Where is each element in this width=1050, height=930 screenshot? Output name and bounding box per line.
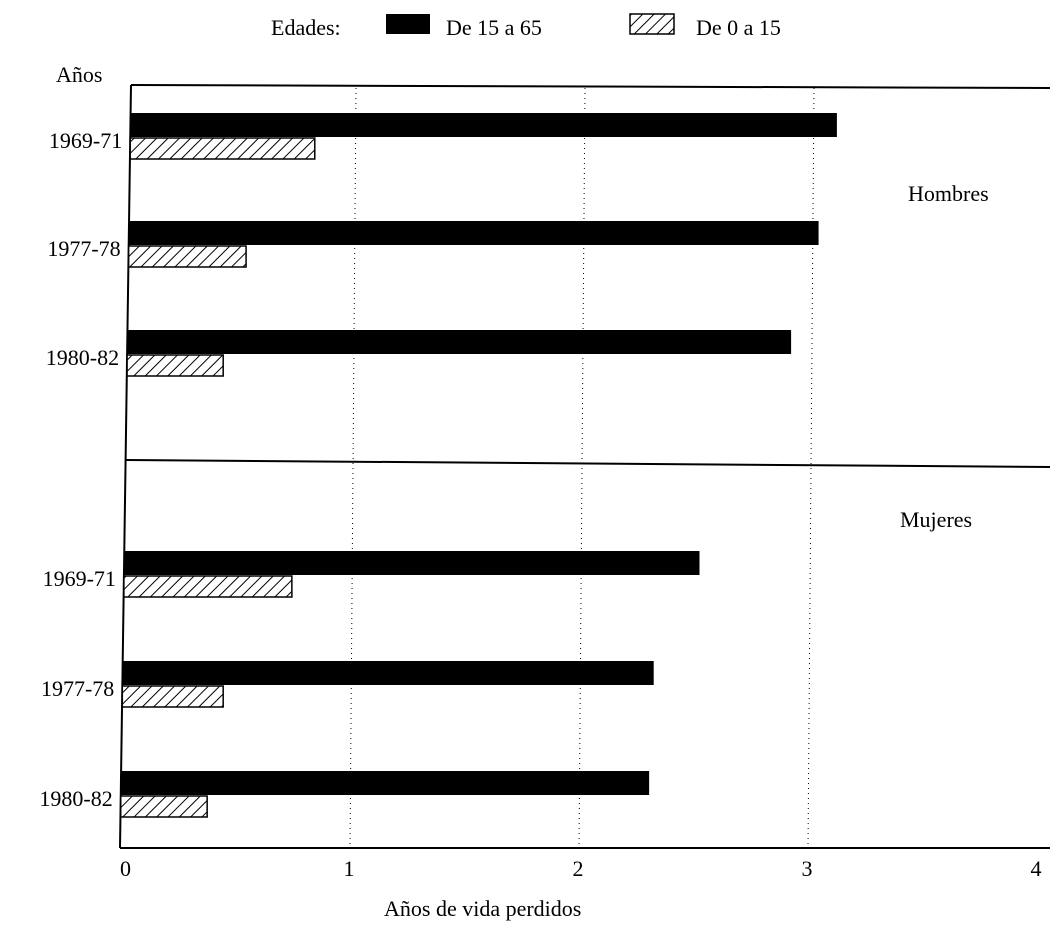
legend-title: Edades: bbox=[271, 15, 341, 40]
bar-hatched-mujeres-1980-82 bbox=[119, 795, 208, 818]
category-label-hombres-1980-82: 1980-82 bbox=[46, 345, 119, 370]
bar-hatched-hombres-1980-82 bbox=[126, 354, 224, 377]
x-axis-title: Años de vida perdidos bbox=[384, 896, 581, 921]
bar-solid-mujeres-1969-71 bbox=[123, 551, 700, 575]
gridlines bbox=[349, 87, 815, 849]
gridline-x-3 bbox=[807, 87, 815, 849]
category-label-mujeres-1977-78: 1977-78 bbox=[41, 676, 114, 701]
x-tick-label-2: 2 bbox=[573, 856, 584, 881]
bar-solid-hombres-1977-78 bbox=[128, 221, 819, 245]
panel-label-mujeres: Mujeres bbox=[900, 507, 972, 532]
category-labels: 1969-71 1977-78 1980-82 1969-71 1977-78 1980-… bbox=[39, 128, 122, 811]
x-tick-label-3: 3 bbox=[802, 856, 813, 881]
bar-hatched-mujeres-1977-78 bbox=[121, 685, 224, 708]
bar-solid-hombres-1969-71 bbox=[130, 113, 837, 137]
bar-hatched-mujeres-1969-71 bbox=[123, 575, 293, 598]
x-tick-label-1: 1 bbox=[344, 856, 355, 881]
bar-solid-hombres-1980-82 bbox=[127, 330, 792, 354]
y-axis-title: Años bbox=[56, 62, 102, 87]
x-tick-labels: 0 1 2 3 4 bbox=[120, 856, 1042, 881]
legend: Edades: De 15 a 65 De 0 a 15 bbox=[271, 13, 781, 40]
panel-divider bbox=[125, 459, 1050, 468]
top-border bbox=[130, 84, 1050, 89]
bar-solid-mujeres-1977-78 bbox=[122, 661, 654, 685]
bar-hatched-hombres-1969-71 bbox=[129, 137, 316, 160]
gridline-x-1 bbox=[349, 87, 357, 849]
panel-label-hombres: Hombres bbox=[908, 181, 989, 206]
bar-hatched-hombres-1977-78 bbox=[127, 245, 247, 268]
plot-frame bbox=[119, 84, 1050, 849]
category-label-hombres-1977-78: 1977-78 bbox=[47, 236, 120, 261]
bars bbox=[119, 113, 837, 818]
legend-swatch-solid bbox=[386, 14, 430, 34]
category-label-hombres-1969-71: 1969-71 bbox=[49, 128, 122, 153]
legend-label-series-1: De 15 a 65 bbox=[446, 15, 542, 40]
category-label-mujeres-1969-71: 1969-71 bbox=[43, 566, 116, 591]
category-label-mujeres-1980-82: 1980-82 bbox=[39, 786, 112, 811]
bar-solid-mujeres-1980-82 bbox=[120, 771, 650, 795]
x-tick-label-0: 0 bbox=[120, 856, 131, 881]
legend-label-series-2: De 0 a 15 bbox=[696, 15, 781, 40]
legend-swatch-hatched bbox=[629, 13, 675, 35]
gridline-x-2 bbox=[578, 87, 586, 849]
x-tick-label-4: 4 bbox=[1031, 856, 1042, 881]
y-axis-line bbox=[119, 84, 132, 849]
